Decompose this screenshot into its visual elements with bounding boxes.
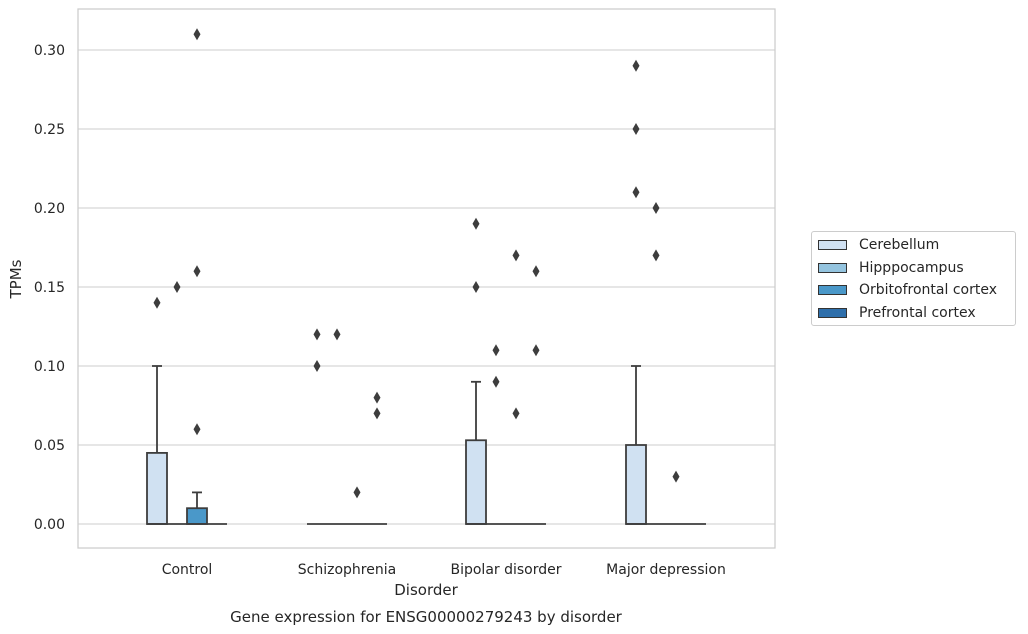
legend-swatch <box>818 285 847 295</box>
box-2-3 <box>666 470 686 525</box>
outlier-point <box>532 265 540 278</box>
legend-swatch <box>818 240 847 250</box>
box-0-0 <box>146 296 168 525</box>
x-axis-label: Disorder <box>394 581 458 599</box>
box-0-2 <box>465 217 487 525</box>
outlier-point <box>333 328 341 341</box>
x-tick-label: Bipolar disorder <box>450 562 561 578</box>
grid-lines <box>78 49 775 525</box>
outlier-point <box>313 360 321 372</box>
outlier-point <box>492 344 500 357</box>
box-2-0 <box>186 28 208 525</box>
outlier-point <box>153 296 161 309</box>
box-0-3 <box>625 59 647 525</box>
box-2-1 <box>347 486 367 525</box>
y-tick-label: 0.30 <box>34 43 65 59</box>
legend-label: Hipppocampus <box>859 259 964 276</box>
outlier-point <box>652 249 660 262</box>
y-tick-label: 0.00 <box>34 517 65 533</box>
outlier-point <box>472 217 480 230</box>
legend-label: Prefrontal cortex <box>859 304 976 321</box>
outlier-point <box>173 281 181 293</box>
outlier-point <box>632 59 640 72</box>
y-axis-label: TPMs <box>7 259 25 299</box>
legend-swatch <box>818 262 847 273</box>
outlier-point <box>512 249 520 262</box>
box-0-1 <box>307 328 327 525</box>
box-series <box>146 28 706 525</box>
outlier-point <box>373 407 381 420</box>
outlier-point <box>193 423 201 436</box>
y-tick-label: 0.20 <box>34 201 65 217</box>
box-1-2 <box>486 344 506 525</box>
outlier-point <box>353 486 361 499</box>
legend-label: Orbitofrontal cortex <box>859 282 997 298</box>
x-tick-label: Schizophrenia <box>298 562 396 578</box>
box-1-3 <box>646 202 666 525</box>
legend-item: Cerebellum <box>818 235 939 255</box>
outlier-point <box>532 344 540 357</box>
box-1-0 <box>167 281 187 525</box>
legend-item: Hipppocampus <box>818 258 964 278</box>
box-2-2 <box>506 249 526 525</box>
y-tick-label: 0.25 <box>34 122 65 138</box>
x-axis-ticks: Control Schizophrenia Bipolar disorder Majo… <box>162 562 726 578</box>
box <box>465 439 487 525</box>
box-1-1 <box>327 328 347 525</box>
plot-area-frame <box>77 8 776 549</box>
y-tick-label: 0.15 <box>34 280 65 296</box>
outlier-point <box>313 328 321 341</box>
box-3-1 <box>367 391 387 525</box>
outlier-point <box>193 28 201 41</box>
outlier-point <box>652 202 660 214</box>
y-tick-label: 0.10 <box>34 359 65 375</box>
legend-item: Orbitofrontal cortex <box>818 280 997 300</box>
outlier-point <box>632 123 640 135</box>
chart-title: Gene expression for ENSG00000279243 by d… <box>230 608 623 626</box>
y-axis-ticks: 0.00 0.05 0.10 0.15 0.20 0.25 0.30 <box>34 43 65 533</box>
outlier-point <box>512 407 520 420</box>
outlier-point <box>472 281 480 293</box>
outlier-point <box>672 470 680 483</box>
y-tick-label: 0.05 <box>34 438 65 454</box>
x-tick-label: Control <box>162 562 213 578</box>
box-3-2 <box>526 265 546 525</box>
legend: Cerebellum Hipppocampus Orbitofrontal cort… <box>811 231 1016 326</box>
outlier-point <box>373 391 381 404</box>
legend-swatch <box>818 307 847 318</box>
box <box>146 451 168 525</box>
box <box>625 444 647 525</box>
legend-label: Cerebellum <box>859 237 940 253</box>
outlier-point <box>492 375 500 388</box>
legend-item: Prefrontal cortex <box>818 303 976 323</box>
x-tick-label: Major depression <box>606 562 726 578</box>
outlier-point <box>632 186 640 199</box>
box <box>186 507 208 525</box>
outlier-point <box>193 265 201 278</box>
